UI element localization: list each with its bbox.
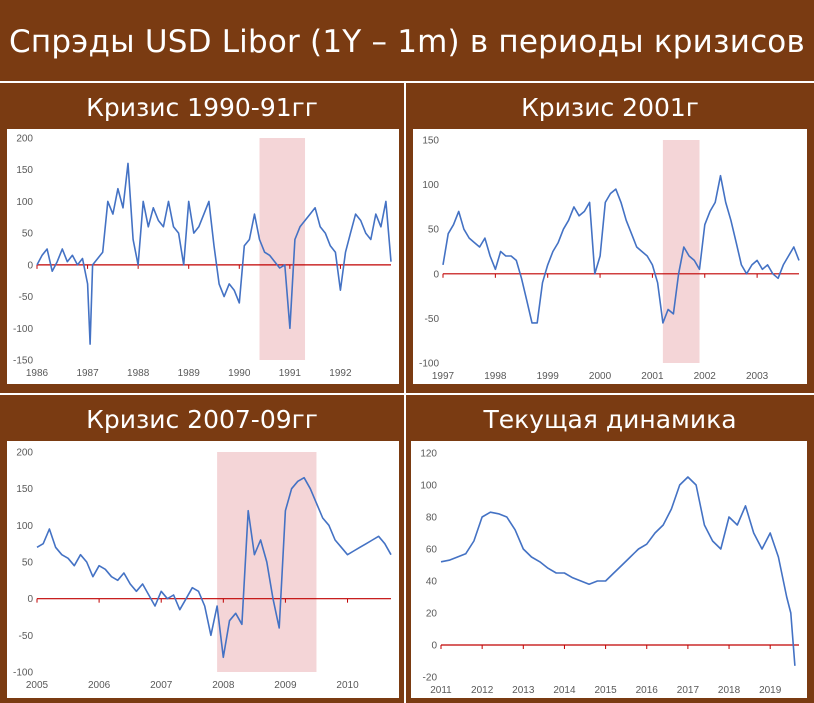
panel-title-crisis-2001: Кризис 2001г: [521, 92, 699, 122]
y-tick-label: -100: [419, 359, 439, 370]
x-tick-label: 2016: [636, 685, 659, 696]
y-tick-label: 100: [420, 481, 437, 492]
y-tick-label: 100: [422, 180, 439, 191]
x-tick-label: 2008: [212, 680, 235, 691]
x-tick-label: 2011: [430, 685, 452, 696]
x-tick-label: 1988: [127, 368, 150, 379]
x-tick-label: 1990: [228, 368, 251, 379]
y-tick-label: -100: [13, 668, 33, 679]
y-tick-label: 0: [27, 594, 33, 605]
x-tick-label: 1986: [26, 368, 49, 379]
y-tick-label: 120: [420, 449, 437, 460]
y-tick-label: -50: [19, 292, 34, 303]
chart-crisis-2001: 150 100 50 0 -50 -100 1997 1998 1999 2000 2001 2002…: [413, 129, 807, 384]
y-tick-label: 150: [16, 165, 33, 176]
panel-title-crisis-2007: Кризис 2007-09гг: [86, 404, 318, 434]
panel-title-current: Текущая динамика: [483, 404, 737, 434]
x-tick-label: 2005: [26, 680, 49, 691]
x-tick-label: 1989: [178, 368, 201, 379]
y-tick-label: -100: [13, 324, 33, 335]
x-tick-label: 2018: [718, 685, 741, 696]
x-tick-label: 2017: [677, 685, 700, 696]
y-tick-label: 150: [16, 484, 33, 495]
x-tick-label: 1999: [537, 371, 560, 382]
series-line: [36, 162, 392, 345]
top-separator: [0, 81, 814, 83]
y-tick-label: 40: [426, 577, 438, 588]
x-tick-label: 2019: [759, 685, 782, 696]
crisis-band: [259, 138, 306, 360]
y-tick-label: -150: [13, 356, 33, 367]
y-tick-label: 150: [422, 136, 439, 147]
x-tick-label: 2015: [594, 685, 617, 696]
page-title: Спрэды USD Libor (1Y – 1m) в периоды кри…: [9, 24, 805, 60]
y-tick-label: 100: [16, 197, 33, 208]
y-tick-label: 80: [426, 513, 438, 524]
x-tick-label: 1991: [279, 368, 302, 379]
x-tick-label: 2012: [471, 685, 494, 696]
chart-current: 120 100 80 60 40 20 0 -20 2011 2012 2013 2014 2015 20…: [411, 441, 807, 698]
x-tick-label: 2010: [336, 680, 359, 691]
x-tick-label: 2013: [512, 685, 535, 696]
x-tick-label: 2003: [746, 371, 769, 382]
x-tick-label: 2014: [553, 685, 576, 696]
y-tick-label: 50: [22, 229, 34, 240]
series-line: [440, 476, 796, 666]
y-tick-label: 20: [426, 609, 438, 620]
y-tick-label: 50: [428, 225, 440, 236]
x-tick-label: 2002: [694, 371, 717, 382]
crisis-band: [662, 140, 700, 363]
x-tick-label: 2001: [641, 371, 664, 382]
y-tick-label: 0: [27, 260, 33, 271]
chart-crisis-1990: 200 150 100 50 0 -50 -100 -150 1986 1987 1988 1989 1…: [7, 129, 399, 384]
x-tick-label: 2000: [589, 371, 612, 382]
y-tick-label: 200: [16, 134, 33, 145]
series-line: [36, 476, 392, 659]
x-tick-label: 2009: [274, 680, 297, 691]
y-tick-label: 0: [433, 269, 439, 280]
x-tick-label: 2006: [88, 680, 111, 691]
x-tick-label: 1992: [329, 368, 352, 379]
x-tick-label: 1987: [76, 368, 99, 379]
x-tick-label: 2007: [150, 680, 173, 691]
y-tick-label: 60: [426, 545, 438, 556]
middle-separator: [0, 393, 814, 395]
y-tick-label: -50: [19, 631, 34, 642]
y-tick-label: -20: [423, 673, 438, 684]
y-tick-label: 50: [22, 558, 34, 569]
series-line: [442, 174, 800, 324]
y-tick-label: 200: [16, 448, 33, 459]
y-tick-label: 100: [16, 521, 33, 532]
panel-title-crisis-1990: Кризис 1990-91гг: [86, 92, 318, 122]
chart-crisis-2007: 200 150 100 50 0 -50 -100 2005 2006 2007 2008 2009 2…: [7, 441, 399, 698]
x-tick-label: 1998: [484, 371, 507, 382]
y-tick-label: -50: [425, 314, 440, 325]
y-tick-label: 0: [431, 641, 437, 652]
x-tick-label: 1997: [432, 371, 455, 382]
